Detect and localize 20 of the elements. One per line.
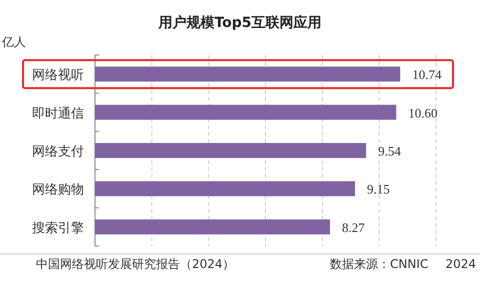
y-tick-label: 搜索引擎	[32, 220, 84, 236]
y-tick-label: 即时通信	[32, 106, 84, 122]
source-note: 数据来源：CNNIC	[330, 257, 428, 271]
data-label: 9.54	[378, 144, 402, 158]
data-label: 10.74	[412, 67, 442, 82]
y-tick-label: 网络支付	[32, 144, 84, 160]
bar	[95, 66, 400, 82]
data-label: 9.15	[367, 182, 390, 197]
bar	[95, 104, 396, 120]
data-label: 10.60	[408, 105, 438, 120]
bar	[95, 219, 330, 234]
data-label: 8.27	[342, 220, 366, 235]
text: 2024	[445, 257, 476, 271]
y-tick-label: 网络视听	[32, 68, 84, 84]
text: 中国网络视听发展研究报告（2024）	[36, 257, 235, 271]
chart-title: 用户规模Top5互联网应用	[157, 14, 322, 31]
bar	[95, 143, 366, 158]
y-tick-label: 网络购物	[32, 182, 84, 198]
y-axis-title: 亿人	[1, 35, 26, 49]
bar	[95, 181, 356, 196]
